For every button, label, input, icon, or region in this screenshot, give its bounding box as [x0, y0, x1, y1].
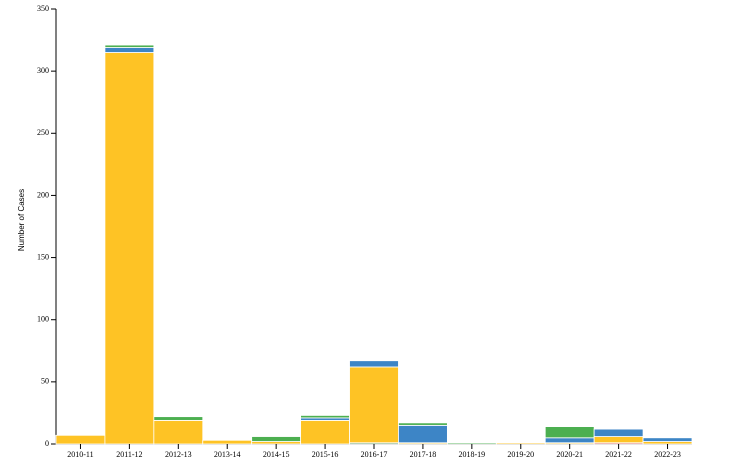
- bar-segment: [202, 439, 253, 445]
- bar-segment: [593, 428, 644, 437]
- y-tick-label: 250: [37, 128, 49, 137]
- x-tick-label: 2010-11: [67, 450, 93, 459]
- bar-segment: [104, 47, 155, 53]
- bar-segment: [300, 419, 350, 445]
- bar-segment: [300, 415, 350, 419]
- x-tick-label: 2016-17: [361, 450, 388, 459]
- bar-segment: [642, 437, 693, 442]
- bar-segment: [55, 434, 106, 445]
- y-tick-label: 150: [37, 252, 49, 261]
- bar-segment: [251, 436, 302, 442]
- y-tick-label: 50: [41, 377, 49, 386]
- x-tick-label: 2012-13: [165, 450, 192, 459]
- y-tick-label: 300: [37, 66, 49, 75]
- bar-segment: [593, 436, 644, 444]
- x-tick-label: 2014-15: [263, 450, 290, 459]
- x-tick-label: 2022-23: [654, 450, 681, 459]
- y-tick-label: 100: [37, 315, 49, 324]
- x-tick-label: 2017-18: [410, 450, 437, 459]
- bar-segment: [398, 424, 448, 444]
- bar-segment: [104, 44, 155, 48]
- bar-segment: [398, 422, 448, 426]
- bar-segment: [544, 437, 595, 444]
- x-tick-label: 2015-16: [312, 450, 339, 459]
- bar-segment: [349, 360, 399, 368]
- x-tick-label: 2021-22: [605, 450, 632, 459]
- bar-segment: [544, 426, 595, 439]
- x-tick-label: 2013-14: [214, 450, 241, 459]
- bar-segment: [446, 442, 497, 445]
- y-tick-label: 0: [45, 439, 49, 448]
- x-tick-label: 2011-12: [116, 450, 142, 459]
- x-tick-label: 2018-19: [459, 450, 486, 459]
- x-tick-label: 2019-20: [507, 450, 534, 459]
- bar-segment: [349, 366, 399, 444]
- bar-segment: [104, 52, 155, 445]
- bar-segment: [495, 442, 546, 445]
- bar-segment: [153, 419, 204, 445]
- bar-segment: [153, 416, 204, 421]
- y-tick-label: 350: [37, 4, 49, 13]
- y-axis-label: Number of Cases: [17, 189, 26, 251]
- x-tick-label: 2020-21: [556, 450, 583, 459]
- y-tick-label: 200: [37, 190, 49, 199]
